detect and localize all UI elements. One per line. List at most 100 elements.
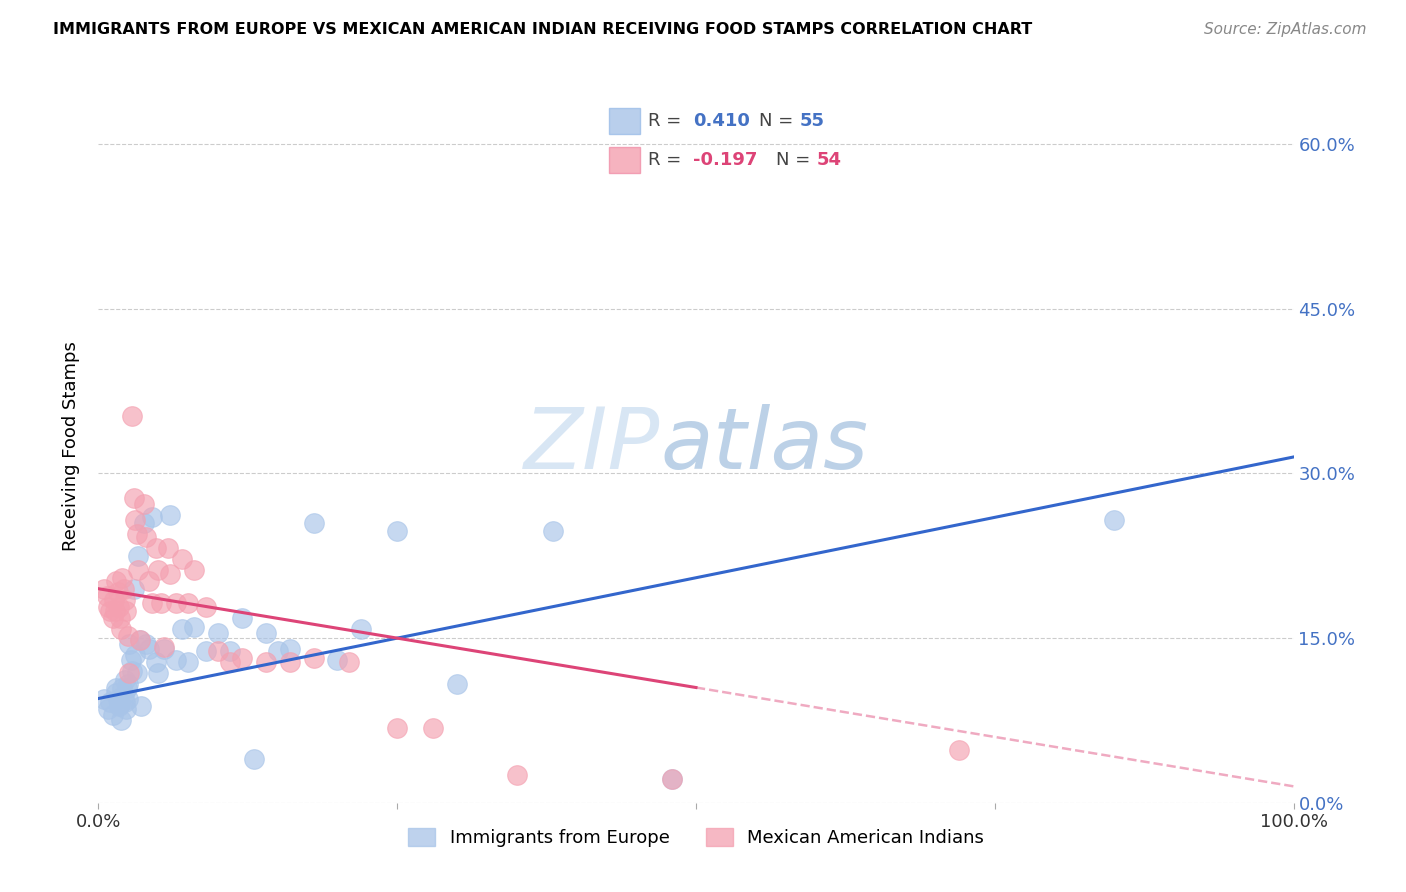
Point xyxy=(112,582,135,596)
Point xyxy=(121,664,143,678)
Text: 55: 55 xyxy=(800,112,825,130)
Point xyxy=(219,644,242,658)
Point xyxy=(111,681,134,695)
Point xyxy=(135,637,157,651)
Text: IMMIGRANTS FROM EUROPE VS MEXICAN AMERICAN INDIAN RECEIVING FOOD STAMPS CORRELAT: IMMIGRANTS FROM EUROPE VS MEXICAN AMERIC… xyxy=(53,22,1032,37)
Point xyxy=(101,611,124,625)
Point xyxy=(107,600,129,615)
Point xyxy=(148,666,170,681)
Point xyxy=(446,677,468,691)
Point xyxy=(105,686,128,700)
Point xyxy=(96,590,118,604)
Point xyxy=(112,688,135,702)
Point xyxy=(125,526,148,541)
Point xyxy=(105,681,128,695)
Point xyxy=(302,516,325,530)
Point xyxy=(195,644,218,658)
Point xyxy=(120,653,142,667)
Text: -0.197: -0.197 xyxy=(693,151,758,169)
Point xyxy=(107,691,129,706)
Point xyxy=(385,524,409,538)
Text: 0.410: 0.410 xyxy=(693,112,749,130)
Point xyxy=(124,491,146,505)
Point xyxy=(98,695,122,709)
Point xyxy=(145,655,167,669)
Point xyxy=(127,549,149,563)
Point xyxy=(183,563,205,577)
Point xyxy=(231,611,253,625)
Point xyxy=(111,571,134,585)
Y-axis label: Receiving Food Stamps: Receiving Food Stamps xyxy=(62,341,80,551)
Point xyxy=(326,653,349,667)
Point xyxy=(177,655,200,669)
Text: N =: N = xyxy=(776,151,815,169)
Point xyxy=(124,582,146,596)
FancyBboxPatch shape xyxy=(609,147,640,173)
Point xyxy=(385,721,409,735)
Point xyxy=(254,655,277,669)
Point xyxy=(350,623,373,637)
Point xyxy=(172,623,194,637)
Point xyxy=(267,644,290,658)
Point xyxy=(108,611,131,625)
Point xyxy=(339,655,361,669)
Point xyxy=(103,592,125,607)
Point xyxy=(254,625,277,640)
Point xyxy=(117,629,139,643)
Point xyxy=(156,541,179,555)
Point xyxy=(153,640,176,654)
Point xyxy=(97,600,120,615)
Point xyxy=(243,752,266,766)
Point xyxy=(115,681,138,695)
Point xyxy=(131,699,153,714)
Point xyxy=(107,585,129,599)
Text: Source: ZipAtlas.com: Source: ZipAtlas.com xyxy=(1204,22,1367,37)
Point xyxy=(132,497,155,511)
Point xyxy=(948,743,970,757)
Point xyxy=(118,637,141,651)
Point xyxy=(183,620,205,634)
Point xyxy=(124,648,146,662)
Point xyxy=(108,697,131,711)
Point xyxy=(110,714,132,728)
Point xyxy=(148,563,170,577)
Point xyxy=(422,721,444,735)
Point xyxy=(172,552,194,566)
Point xyxy=(110,623,132,637)
Point xyxy=(661,772,683,786)
Point xyxy=(129,633,152,648)
Point xyxy=(1104,512,1126,526)
Point xyxy=(138,642,160,657)
Point xyxy=(125,666,148,681)
Point xyxy=(117,677,139,691)
Point xyxy=(541,524,564,538)
Point xyxy=(105,574,128,588)
Point xyxy=(93,691,115,706)
Text: R =: R = xyxy=(648,151,688,169)
Point xyxy=(302,651,325,665)
Point xyxy=(124,512,146,526)
Text: ZIP: ZIP xyxy=(524,404,661,488)
Point xyxy=(101,708,124,723)
Point xyxy=(115,702,138,716)
Point xyxy=(159,567,181,582)
Point xyxy=(149,596,172,610)
Text: atlas: atlas xyxy=(661,404,868,488)
Point xyxy=(141,596,163,610)
Point xyxy=(145,541,167,555)
Point xyxy=(93,582,115,596)
Text: 54: 54 xyxy=(817,151,842,169)
Point xyxy=(153,642,176,657)
Legend: Immigrants from Europe, Mexican American Indians: Immigrants from Europe, Mexican American… xyxy=(401,821,991,855)
Point xyxy=(278,642,301,657)
Point xyxy=(231,651,253,665)
Point xyxy=(117,691,139,706)
Point xyxy=(121,409,143,424)
Point xyxy=(97,702,120,716)
Point xyxy=(159,508,181,523)
Point xyxy=(165,653,187,667)
Point xyxy=(127,563,149,577)
Point xyxy=(118,666,141,681)
Point xyxy=(135,530,157,544)
Point xyxy=(207,644,229,658)
